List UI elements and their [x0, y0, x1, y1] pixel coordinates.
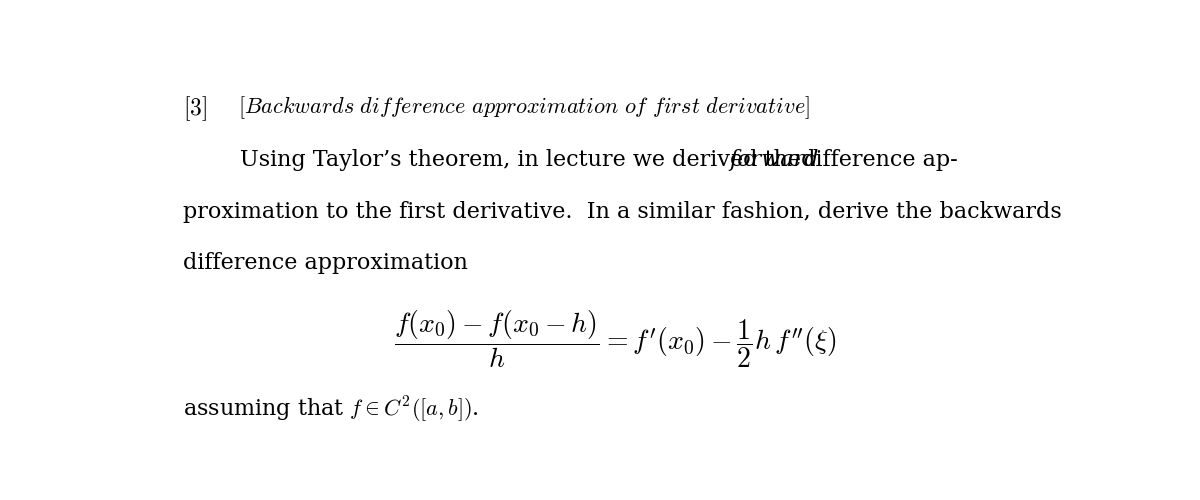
Text: proximation to the first derivative.  In a similar fashion, derive the backwards: proximation to the first derivative. In …	[182, 200, 1061, 222]
Text: assuming that $f \in C^2([a, b])$.: assuming that $f \in C^2([a, b])$.	[182, 395, 479, 425]
Text: $[Backwards\ difference\ approximation\ of\ first\ derivative]$: $[Backwards\ difference\ approximation\ …	[239, 94, 810, 122]
Text: forward: forward	[730, 148, 818, 171]
Text: $\mathbf{[3]}$: $\mathbf{[3]}$	[182, 94, 206, 124]
Text: Using Taylor’s theorem, in lecture we derived the: Using Taylor’s theorem, in lecture we de…	[182, 148, 808, 171]
Text: difference ap-: difference ap-	[793, 148, 958, 171]
Text: difference approximation: difference approximation	[182, 252, 468, 274]
Text: $\dfrac{f(x_0) - f(x_0 - h)}{h} = f^{\prime}(x_0) - \dfrac{1}{2}h\,f^{\prime\pri: $\dfrac{f(x_0) - f(x_0 - h)}{h} = f^{\pr…	[394, 308, 836, 370]
